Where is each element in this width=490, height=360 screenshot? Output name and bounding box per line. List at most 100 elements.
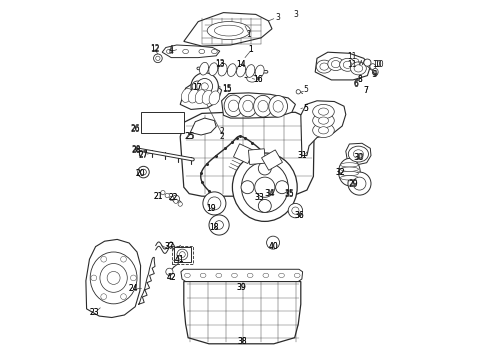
Text: 28: 28 (131, 145, 141, 154)
Text: 37: 37 (165, 242, 174, 251)
Ellipse shape (343, 61, 352, 68)
Ellipse shape (320, 63, 328, 70)
Ellipse shape (258, 199, 271, 212)
Polygon shape (262, 150, 282, 170)
Text: 27: 27 (139, 150, 148, 159)
Text: 31: 31 (298, 151, 307, 160)
Polygon shape (180, 81, 221, 109)
Ellipse shape (200, 273, 206, 278)
Ellipse shape (339, 158, 360, 186)
Text: 42: 42 (167, 273, 176, 282)
Polygon shape (315, 52, 370, 80)
Ellipse shape (181, 89, 192, 102)
Ellipse shape (232, 153, 297, 221)
Ellipse shape (313, 123, 334, 138)
Polygon shape (301, 101, 346, 156)
Text: 30: 30 (354, 153, 364, 162)
Ellipse shape (350, 62, 367, 75)
Text: 40: 40 (268, 242, 278, 251)
Ellipse shape (316, 60, 332, 73)
Text: 16: 16 (253, 75, 263, 84)
Text: 20: 20 (136, 169, 146, 178)
Ellipse shape (90, 252, 137, 304)
Ellipse shape (263, 273, 269, 278)
Ellipse shape (237, 64, 245, 77)
Ellipse shape (275, 181, 289, 194)
Text: 13: 13 (215, 59, 224, 68)
Text: 24: 24 (128, 284, 138, 293)
Ellipse shape (372, 68, 378, 76)
Ellipse shape (241, 181, 254, 194)
Ellipse shape (313, 104, 334, 119)
Ellipse shape (101, 294, 107, 300)
Text: 29: 29 (348, 179, 358, 188)
Text: 22: 22 (168, 193, 178, 202)
Text: 9: 9 (372, 71, 377, 80)
Ellipse shape (207, 22, 250, 40)
Ellipse shape (203, 192, 226, 215)
Ellipse shape (174, 199, 178, 203)
Text: 32: 32 (336, 168, 345, 177)
Ellipse shape (318, 117, 328, 124)
Text: 31: 31 (297, 151, 307, 160)
Ellipse shape (243, 100, 253, 112)
Ellipse shape (269, 95, 288, 117)
Text: 34: 34 (265, 189, 275, 198)
Ellipse shape (156, 56, 160, 60)
Text: 3: 3 (276, 13, 281, 22)
Polygon shape (190, 118, 216, 135)
Ellipse shape (292, 207, 299, 214)
Polygon shape (181, 269, 303, 282)
Ellipse shape (341, 167, 358, 171)
Text: 27: 27 (139, 151, 148, 160)
Ellipse shape (246, 65, 255, 77)
Text: 29: 29 (348, 180, 358, 189)
Ellipse shape (179, 252, 185, 257)
Ellipse shape (370, 64, 376, 69)
Text: 4: 4 (169, 47, 173, 56)
Ellipse shape (170, 196, 174, 201)
Text: 5: 5 (303, 104, 308, 113)
Ellipse shape (348, 146, 368, 162)
Ellipse shape (166, 268, 173, 275)
Text: 14: 14 (237, 60, 246, 69)
Text: 28: 28 (131, 146, 141, 155)
Text: 19: 19 (206, 204, 216, 212)
Text: 42: 42 (167, 273, 176, 282)
Text: 19: 19 (206, 204, 216, 212)
Ellipse shape (232, 273, 237, 278)
Ellipse shape (255, 177, 275, 197)
Ellipse shape (216, 273, 221, 278)
Ellipse shape (101, 256, 107, 262)
Ellipse shape (199, 49, 205, 54)
Text: 36: 36 (294, 211, 304, 220)
Ellipse shape (141, 169, 147, 175)
Ellipse shape (288, 203, 303, 218)
Text: 35: 35 (284, 189, 294, 198)
Ellipse shape (227, 64, 236, 76)
Text: 18: 18 (210, 223, 219, 232)
Ellipse shape (130, 275, 136, 281)
Ellipse shape (195, 90, 206, 104)
Ellipse shape (121, 294, 126, 300)
Ellipse shape (318, 108, 328, 115)
Text: 38: 38 (237, 337, 247, 346)
Text: 25: 25 (184, 132, 194, 141)
Polygon shape (346, 143, 371, 165)
Bar (174, 247, 191, 262)
Ellipse shape (121, 256, 126, 262)
Text: 8: 8 (358, 75, 363, 84)
Ellipse shape (247, 75, 258, 82)
Ellipse shape (208, 197, 221, 210)
Ellipse shape (107, 271, 120, 284)
Text: 30: 30 (355, 153, 365, 162)
Text: 41: 41 (174, 256, 184, 264)
Text: 12: 12 (150, 45, 160, 54)
Ellipse shape (239, 95, 257, 117)
Ellipse shape (296, 90, 300, 94)
Text: 17: 17 (193, 83, 202, 92)
Ellipse shape (258, 162, 271, 175)
Polygon shape (162, 45, 220, 58)
Ellipse shape (267, 236, 280, 249)
Text: 37: 37 (165, 242, 174, 251)
